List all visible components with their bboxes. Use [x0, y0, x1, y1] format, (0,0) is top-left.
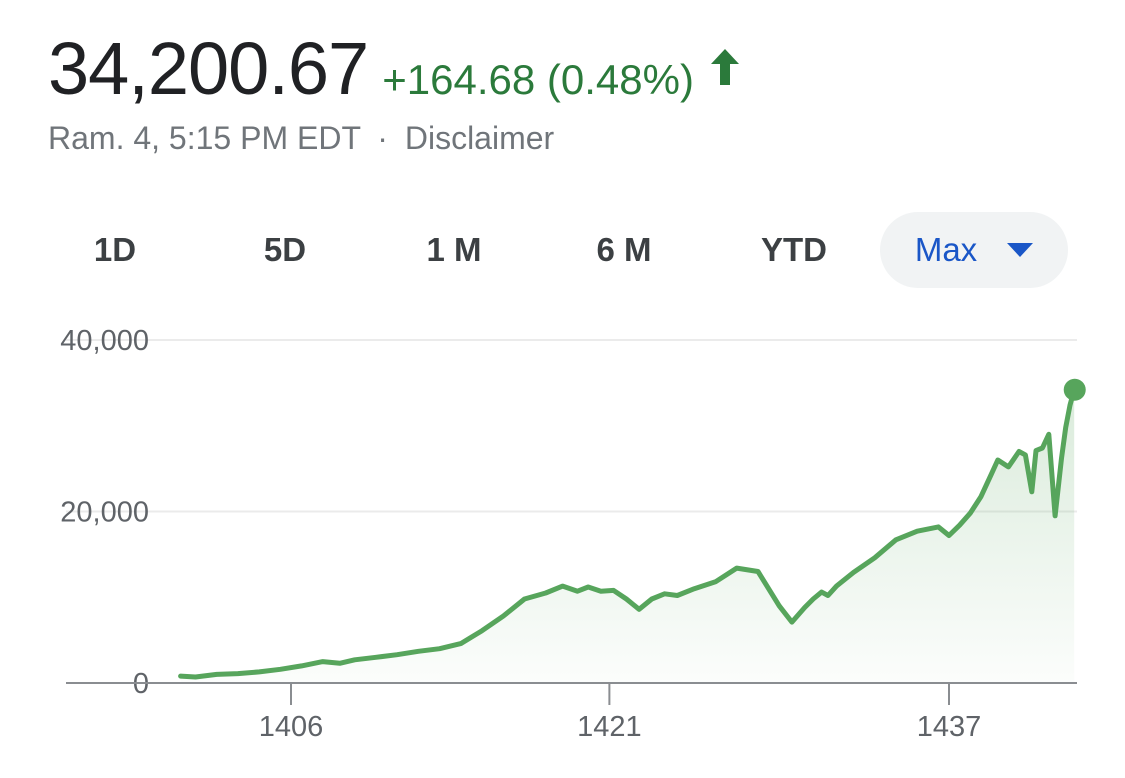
range-tabs: 1D 5D 1 M 6 M YTD Max [0, 212, 1125, 288]
tab-5d[interactable]: 5D [263, 231, 307, 268]
tab-6m[interactable]: 6 M [596, 231, 652, 268]
latest-value-point [1063, 378, 1086, 401]
price-change: +164.68 (0.48%) [382, 56, 694, 103]
arrow-up-icon [710, 48, 739, 85]
x-tick-label: 1406 [259, 711, 324, 743]
x-tick-label: 1421 [577, 711, 642, 743]
meta-separator: · [377, 120, 388, 156]
series-area [180, 389, 1075, 683]
quote-header: 34,200.67 +164.68 (0.48%) [48, 26, 742, 111]
quote-timestamp: Ram. 4, 5:15 PM EDT [48, 120, 361, 156]
disclaimer-link[interactable]: Disclaimer [404, 120, 555, 156]
current-price: 34,200.67 [48, 27, 369, 110]
y-tick-label: 40,000 [60, 325, 149, 357]
tab-1d[interactable]: 1D [93, 231, 137, 268]
x-tick-label: 1437 [917, 711, 982, 743]
series-line [178, 387, 1077, 680]
tab-max-label: Max [914, 231, 978, 268]
caret-down-icon [1007, 243, 1034, 257]
tab-1m[interactable]: 1 M [426, 231, 482, 268]
tab-max[interactable]: Max [880, 212, 1068, 288]
quote-meta: Ram. 4, 5:15 PM EDT · Disclaimer [48, 120, 554, 157]
tab-ytd[interactable]: YTD [761, 231, 827, 268]
y-tick-label: 20,000 [60, 497, 149, 529]
